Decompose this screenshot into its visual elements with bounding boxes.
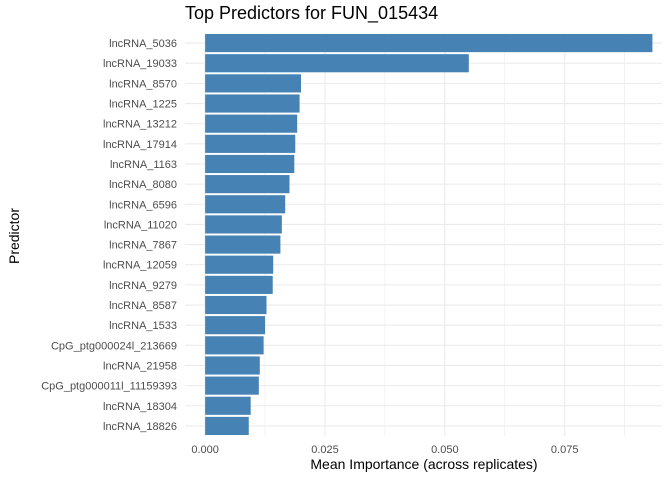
y-tick-label: lncRNA_8587	[109, 300, 177, 312]
chart-title: Top Predictors for FUN_015434	[185, 3, 439, 23]
bar	[205, 34, 653, 53]
bar	[205, 134, 296, 153]
bar	[205, 235, 281, 254]
x-axis-label: Mean Importance (across replicates)	[310, 456, 538, 472]
x-tick-label: 0.075	[551, 444, 579, 456]
y-tick-label: lncRNA_1225	[109, 99, 177, 111]
bar	[205, 54, 469, 73]
y-tick-label: CpG_ptg000011l_11159393	[41, 381, 177, 393]
bar	[205, 74, 302, 93]
bar	[205, 356, 260, 375]
y-tick-label: lncRNA_1163	[110, 159, 177, 171]
y-axis-label: Predictor	[6, 207, 22, 265]
x-tick-label: 0.000	[191, 444, 219, 456]
bar	[205, 316, 266, 335]
y-tick-label: lncRNA_1533	[109, 320, 177, 332]
bar	[205, 376, 259, 395]
bar	[205, 255, 274, 274]
bar	[205, 114, 298, 133]
bar	[205, 175, 290, 194]
y-tick-label: lncRNA_9279	[109, 280, 177, 292]
y-tick-label: lncRNA_13212	[103, 119, 177, 131]
bar	[205, 154, 295, 174]
bar	[205, 336, 264, 355]
y-tick-label: lncRNA_17914	[103, 139, 177, 151]
y-tick-label: lncRNA_7867	[109, 240, 177, 252]
y-tick-label: lncRNA_8570	[109, 78, 177, 90]
y-tick-label: lncRNA_18304	[103, 401, 177, 413]
bar	[205, 275, 273, 294]
y-tick-label: lncRNA_8080	[109, 179, 177, 191]
bar	[205, 295, 267, 315]
y-tick-label: CpG_ptg000024l_213669	[51, 340, 177, 352]
bar	[205, 396, 251, 415]
y-tick-label: lncRNA_6596	[109, 199, 177, 211]
y-tick-label: lncRNA_12059	[103, 260, 177, 272]
bar	[205, 416, 249, 435]
bar	[205, 215, 282, 234]
bar	[205, 195, 286, 214]
y-tick-label: lncRNA_18826	[103, 421, 177, 433]
y-tick-label: lncRNA_21958	[103, 360, 177, 372]
x-tick-label: 0.050	[431, 444, 459, 456]
x-tick-label: 0.025	[311, 444, 339, 456]
bar	[205, 94, 300, 113]
y-tick-label: lncRNA_5036	[109, 38, 177, 50]
y-tick-label: lncRNA_11020	[104, 219, 177, 231]
y-tick-label: lncRNA_19033	[103, 58, 177, 70]
